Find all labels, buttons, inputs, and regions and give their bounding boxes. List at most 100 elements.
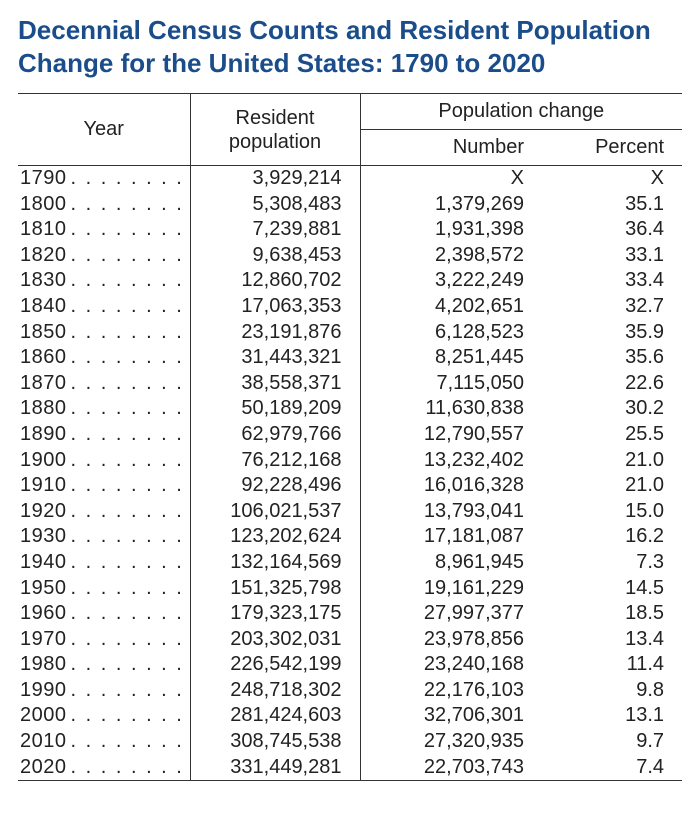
year-value: 1790: [20, 167, 67, 189]
cell-change-number: 11,630,838: [360, 396, 542, 422]
cell-year: 1870. . . . . . . .: [18, 371, 190, 397]
table-row: 1870. . . . . . . .38,558,3717,115,05022…: [18, 371, 682, 397]
cell-population: 106,021,537: [190, 499, 360, 525]
table-row: 1880. . . . . . . .50,189,20911,630,8383…: [18, 396, 682, 422]
table-row: 1790. . . . . . . .3,929,214XX: [18, 166, 682, 192]
page-title: Decennial Census Counts and Resident Pop…: [18, 14, 682, 79]
table-row: 1900. . . . . . . .76,212,16813,232,4022…: [18, 448, 682, 474]
year-value: 2000: [20, 704, 67, 726]
cell-change-number: 13,232,402: [360, 448, 542, 474]
table-row: 1840. . . . . . . .17,063,3534,202,65132…: [18, 294, 682, 320]
year-value: 1970: [20, 628, 67, 650]
cell-change-number: 1,379,269: [360, 192, 542, 218]
cell-change-percent: 30.2: [542, 396, 682, 422]
year-value: 1930: [20, 525, 67, 547]
leader-dots: . . . . . . . .: [67, 397, 184, 419]
cell-year: 1850. . . . . . . .: [18, 320, 190, 346]
table-row: 2010. . . . . . . .308,745,53827,320,935…: [18, 729, 682, 755]
header-percent: Percent: [542, 130, 682, 166]
table-row: 1800. . . . . . . . 5,308,4831,379,26935.…: [18, 192, 682, 218]
cell-change-number: 8,251,445: [360, 345, 542, 371]
cell-year: 1970. . . . . . . .: [18, 627, 190, 653]
table-row: 2020. . . . . . . .331,449,28122,703,743…: [18, 755, 682, 781]
cell-year: 1940. . . . . . . .: [18, 550, 190, 576]
table-row: 1830. . . . . . . .12,860,7023,222,24933…: [18, 268, 682, 294]
cell-year: 2000. . . . . . . .: [18, 703, 190, 729]
year-value: 1800: [20, 193, 67, 215]
header-year-top: Year: [18, 94, 190, 166]
cell-change-number: 7,115,050: [360, 371, 542, 397]
cell-change-percent: 15.0: [542, 499, 682, 525]
cell-population: 50,189,209: [190, 396, 360, 422]
year-value: 1810: [20, 218, 67, 240]
header-number: Number: [360, 130, 542, 166]
cell-population: 3,929,214: [190, 166, 360, 192]
cell-population: 7,239,881: [190, 217, 360, 243]
leader-dots: . . . . . . . .: [67, 602, 184, 624]
table-row: 1960. . . . . . . .179,323,17527,997,377…: [18, 601, 682, 627]
cell-population: 92,228,496: [190, 473, 360, 499]
year-value: 1870: [20, 372, 67, 394]
leader-dots: . . . . . . . .: [67, 295, 184, 317]
cell-year: 1930. . . . . . . .: [18, 524, 190, 550]
cell-year: 1820. . . . . . . .: [18, 243, 190, 269]
cell-change-percent: 35.1: [542, 192, 682, 218]
table-row: 1850. . . . . . . .23,191,8766,128,52335…: [18, 320, 682, 346]
cell-year: 1880. . . . . . . .: [18, 396, 190, 422]
leader-dots: . . . . . . . .: [67, 474, 184, 496]
cell-change-percent: 18.5: [542, 601, 682, 627]
cell-change-percent: 7.4: [542, 755, 682, 781]
cell-change-percent: 35.9: [542, 320, 682, 346]
leader-dots: . . . . . . . .: [67, 449, 184, 471]
cell-population: 123,202,624: [190, 524, 360, 550]
year-value: 1860: [20, 346, 67, 368]
table-header-row-1: Year Resident population Population chan…: [18, 94, 682, 130]
year-value: 1900: [20, 449, 67, 471]
cell-population: 38,558,371: [190, 371, 360, 397]
cell-year: 1950. . . . . . . .: [18, 576, 190, 602]
year-value: 1950: [20, 577, 67, 599]
year-value: 1960: [20, 602, 67, 624]
cell-change-percent: 36.4: [542, 217, 682, 243]
header-change: Population change: [360, 94, 682, 130]
cell-change-percent: 13.1: [542, 703, 682, 729]
cell-change-percent: 13.4: [542, 627, 682, 653]
leader-dots: . . . . . . . .: [67, 423, 184, 445]
cell-change-number: 8,961,945: [360, 550, 542, 576]
cell-change-percent: 35.6: [542, 345, 682, 371]
cell-change-percent: 32.7: [542, 294, 682, 320]
cell-change-number: 22,703,743: [360, 755, 542, 781]
table-row: 1860. . . . . . . .31,443,3218,251,44535…: [18, 345, 682, 371]
year-value: 2010: [20, 730, 67, 752]
leader-dots: . . . . . . . .: [67, 372, 184, 394]
leader-dots: . . . . . . . .: [67, 525, 184, 547]
year-value: 1840: [20, 295, 67, 317]
cell-change-number: 12,790,557: [360, 422, 542, 448]
cell-year: 1990. . . . . . . .: [18, 678, 190, 704]
table-row: 1820. . . . . . . .9,638,4532,398,57233.…: [18, 243, 682, 269]
table-row: 1930. . . . . . . .123,202,62417,181,087…: [18, 524, 682, 550]
cell-change-number: X: [360, 166, 542, 192]
year-value: 1920: [20, 500, 67, 522]
leader-dots: . . . . . . . .: [67, 679, 184, 701]
year-value: 1830: [20, 269, 67, 291]
cell-population: 5,308,483: [190, 192, 360, 218]
cell-year: 1910. . . . . . . .: [18, 473, 190, 499]
year-value: 1850: [20, 321, 67, 343]
table-row: 1810. . . . . . . .7,239,8811,931,39836.…: [18, 217, 682, 243]
leader-dots: . . . . . . . .: [67, 756, 184, 778]
year-value: 1980: [20, 653, 67, 675]
table-body: 1790. . . . . . . .3,929,214XX1800. . . …: [18, 166, 682, 781]
leader-dots: . . . . . . . .: [67, 193, 184, 215]
cell-population: 179,323,175: [190, 601, 360, 627]
table-row: 1920. . . . . . . .106,021,53713,793,041…: [18, 499, 682, 525]
census-table: Year Resident population Population chan…: [18, 93, 682, 781]
table-row: 1950. . . . . . . .151,325,79819,161,229…: [18, 576, 682, 602]
cell-population: 12,860,702: [190, 268, 360, 294]
cell-change-percent: 9.8: [542, 678, 682, 704]
year-value: 1890: [20, 423, 67, 445]
cell-population: 331,449,281: [190, 755, 360, 781]
cell-change-number: 27,320,935: [360, 729, 542, 755]
leader-dots: . . . . . . . .: [67, 167, 184, 189]
year-value: 1820: [20, 244, 67, 266]
